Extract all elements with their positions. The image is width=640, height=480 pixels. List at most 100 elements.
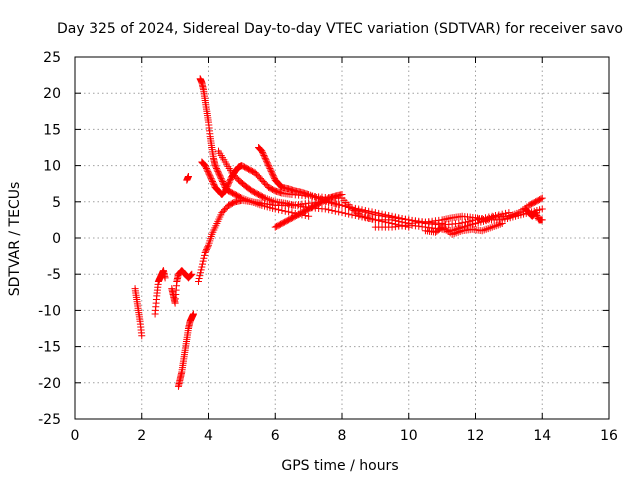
data-point <box>455 220 463 228</box>
data-series <box>215 147 413 231</box>
data-point <box>532 209 540 217</box>
data-point <box>203 166 211 174</box>
data-point <box>197 266 205 274</box>
data-point <box>259 150 267 158</box>
data-point <box>213 164 221 172</box>
data-point <box>275 206 283 214</box>
data-series <box>421 220 506 238</box>
data-point <box>264 160 272 168</box>
data-point <box>225 178 233 186</box>
data-point <box>268 169 276 177</box>
data-point <box>216 172 224 180</box>
data-series <box>168 267 196 307</box>
data-point <box>203 244 211 252</box>
data-point <box>161 274 169 282</box>
data-point <box>260 193 268 201</box>
data-series <box>183 172 192 184</box>
data-series <box>196 75 313 220</box>
data-point <box>222 185 230 193</box>
data-point <box>219 179 227 187</box>
data-point <box>202 246 210 254</box>
y-tick-label: 0 <box>52 231 61 247</box>
data-point <box>341 209 349 217</box>
data-point <box>213 166 221 174</box>
data-point <box>260 151 268 159</box>
y-tick-label: -20 <box>38 376 61 392</box>
data-point <box>259 149 267 157</box>
y-axis-label: SDTVAR / TECUs <box>7 182 23 297</box>
data-point <box>198 263 206 271</box>
data-point <box>331 207 339 215</box>
data-point <box>199 257 207 265</box>
data-point <box>269 170 277 178</box>
x-tick-label: 6 <box>271 428 280 444</box>
data-point <box>533 212 541 220</box>
x-tick-label: 14 <box>533 428 551 444</box>
data-point <box>225 180 233 188</box>
data-point <box>208 176 216 184</box>
data-point <box>465 217 473 225</box>
data-point <box>196 269 204 277</box>
data-point <box>202 163 210 171</box>
data-point <box>270 173 278 181</box>
data-point <box>212 163 220 171</box>
data-series <box>151 267 169 318</box>
data-point <box>538 216 546 224</box>
data-point <box>201 162 209 170</box>
x-tick-label: 12 <box>467 428 485 444</box>
data-point <box>194 277 202 285</box>
chart-title: Day 325 of 2024, Sidereal Day-to-day VTE… <box>57 21 623 37</box>
data-point <box>227 175 235 183</box>
x-tick-labels: 0 2 4 6 8 10 12 14 16 <box>71 428 618 444</box>
data-point <box>223 184 231 192</box>
data-point <box>261 154 269 162</box>
data-point <box>221 187 229 195</box>
data-point <box>195 275 203 283</box>
x-tick-label: 4 <box>204 428 213 444</box>
y-tick-label: -25 <box>38 412 61 428</box>
data-point <box>328 206 336 214</box>
data-point <box>266 164 274 172</box>
y-tick-label: -15 <box>38 340 61 356</box>
data-point <box>186 272 194 280</box>
data-point <box>265 162 273 170</box>
x-tick-label: 0 <box>71 428 80 444</box>
data-point <box>538 205 546 213</box>
data-point <box>226 177 234 185</box>
data-point <box>368 210 376 218</box>
y-tick-label: -10 <box>38 303 61 319</box>
data-point <box>215 170 223 178</box>
data-point <box>305 212 313 220</box>
data-point <box>202 164 210 172</box>
data-point <box>285 208 293 216</box>
data-point <box>391 217 399 225</box>
plot-frame <box>74 56 610 420</box>
data-point <box>187 271 195 279</box>
data-point <box>217 175 225 183</box>
data-point <box>237 193 245 201</box>
data-point <box>204 243 212 251</box>
data-point <box>209 178 217 186</box>
data-point <box>138 332 146 340</box>
data-point <box>223 183 231 191</box>
data-point <box>269 172 277 180</box>
data-point <box>200 251 208 259</box>
y-tick-label: 5 <box>52 195 61 211</box>
data-point <box>338 201 346 209</box>
data-point <box>205 169 212 177</box>
data-point <box>345 210 353 218</box>
data-point <box>288 209 296 217</box>
data-point <box>204 167 212 175</box>
data-point <box>278 206 286 214</box>
data-point <box>263 159 271 167</box>
data-point <box>271 205 279 213</box>
data-point <box>532 210 540 218</box>
data-point <box>262 156 270 164</box>
data-point <box>325 206 333 214</box>
data-point <box>196 272 204 280</box>
data-point <box>361 208 369 216</box>
data-point <box>267 167 275 175</box>
data-point <box>215 169 223 177</box>
data-point <box>338 209 346 217</box>
